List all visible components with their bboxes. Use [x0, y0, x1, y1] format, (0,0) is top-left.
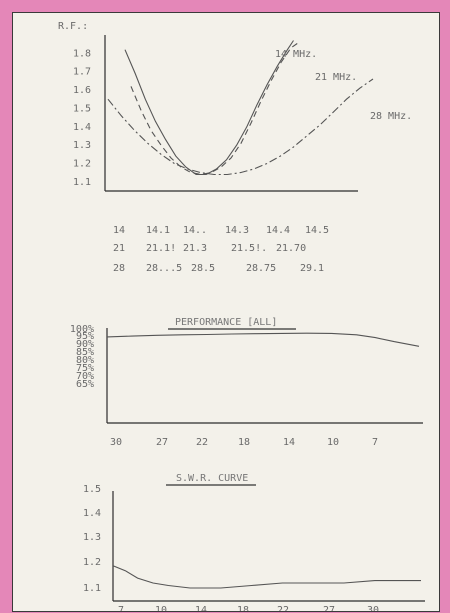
y-tick-label: 100%	[70, 324, 94, 335]
y-tick-label: 1.4	[73, 122, 91, 133]
series-label: 14 MHz.	[275, 49, 317, 60]
x-tick-label: 21.5!.	[231, 243, 267, 254]
x-tick-label: 28	[113, 263, 125, 274]
y-tick-label: 80%	[76, 355, 94, 366]
x-tick-label: 29.1	[300, 263, 324, 274]
x-tick-label: 22	[277, 605, 289, 611]
x-tick-label: 14.4	[266, 225, 290, 236]
series-label: 21 MHz.	[315, 72, 357, 83]
x-tick-label: 22	[196, 437, 208, 448]
x-tick-label: 28.75	[246, 263, 276, 274]
series-label: 28 MHz.	[370, 111, 412, 122]
x-tick-label: 14	[195, 605, 207, 611]
y-tick-label: 65%	[76, 379, 94, 390]
y-tick-label: 85%	[76, 347, 94, 358]
series-line	[112, 565, 421, 589]
x-tick-label: 28.5	[191, 263, 215, 274]
y-axis-title: R.F.:	[58, 21, 88, 32]
charts-canvas: R.F.: 1.1 1.2 1.3 1.4 1.5 1.6 1.7 1.8 14 14.1 14.. 1…	[58, 21, 425, 611]
y-tick-label: 1.4	[83, 508, 101, 519]
x-tick-label: 7	[118, 605, 124, 611]
x-tick-label: 21	[113, 243, 125, 254]
y-tick-label: 1.7	[73, 67, 91, 78]
series-line	[107, 78, 374, 176]
x-tick-label: 14..	[183, 225, 207, 236]
y-tick-label: 1.1	[73, 177, 91, 188]
x-tick-label: 21.3	[183, 243, 207, 254]
x-tick-label: 21.70	[276, 243, 306, 254]
series-line	[106, 332, 420, 347]
series-line	[130, 41, 300, 176]
y-tick-label: 1.8	[73, 48, 91, 59]
x-tick-label: 10	[327, 437, 339, 448]
x-tick-label: 10	[155, 605, 167, 611]
y-tick-label: 90%	[76, 339, 94, 350]
y-tick-label: 1.5	[73, 103, 91, 114]
chart-title: S.W.R. CURVE	[176, 473, 248, 484]
y-tick-label: 70%	[76, 371, 94, 382]
y-tick-label: 1.3	[73, 140, 91, 151]
series-line	[124, 40, 294, 176]
y-tick-label: 75%	[76, 363, 94, 374]
x-tick-label: 14.5	[305, 225, 329, 236]
y-tick-label: 1.5	[83, 484, 101, 495]
y-tick-label: 1.2	[73, 158, 91, 169]
y-tick-label: 1.1	[83, 583, 101, 594]
x-tick-label: 30	[110, 437, 122, 448]
x-tick-label: 18	[238, 437, 250, 448]
x-tick-label: 14.3	[225, 225, 249, 236]
x-tick-label: 21.1!	[146, 243, 176, 254]
y-tick-label: 95%	[76, 331, 94, 342]
y-tick-label: 1.6	[73, 85, 91, 96]
x-tick-label: 18	[237, 605, 249, 611]
y-tick-label: 1.2	[83, 557, 101, 568]
x-tick-label: 30	[367, 605, 379, 611]
x-tick-label: 28...5	[146, 263, 182, 274]
x-tick-label: 27	[323, 605, 335, 611]
x-tick-label: 14	[283, 437, 295, 448]
x-tick-label: 14.1	[146, 225, 170, 236]
x-tick-label: 14	[113, 225, 125, 236]
x-tick-label: 7	[372, 437, 378, 448]
x-tick-label: 27	[156, 437, 168, 448]
y-tick-label: 1.3	[83, 532, 101, 543]
chart-title: PERFORMANCE [ALL]	[175, 317, 277, 328]
graph-sheet: R.F.: 1.1 1.2 1.3 1.4 1.5 1.6 1.7 1.8 14 14.1 14.. 1…	[12, 12, 440, 612]
